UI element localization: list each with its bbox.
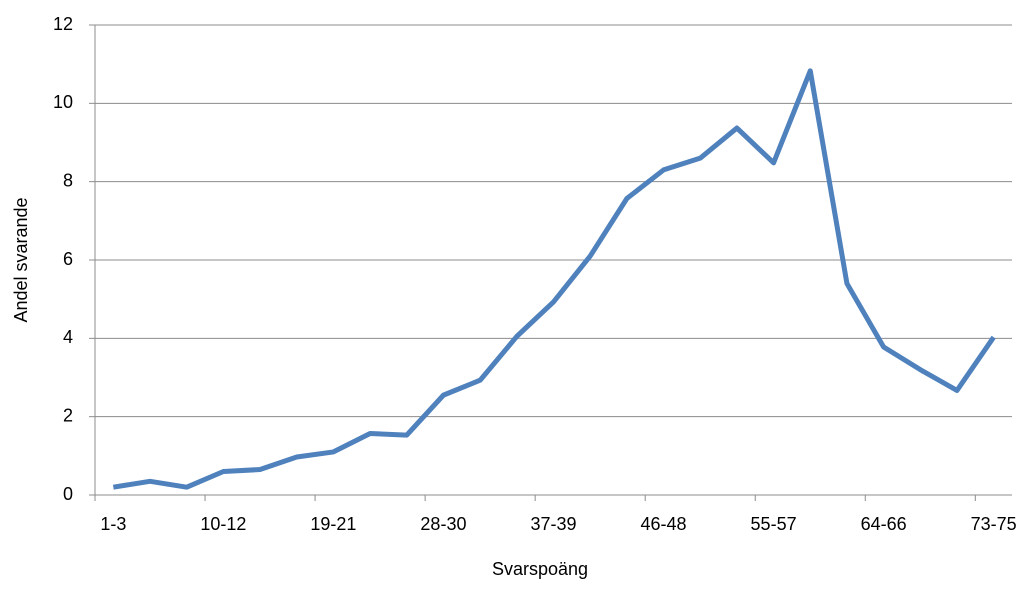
line-series: [112, 68, 996, 490]
x-tick-label: 64-66: [861, 514, 907, 534]
x-tick-label: 46-48: [641, 514, 687, 534]
y-tick-label: 10: [53, 92, 73, 112]
y-tick-label: 12: [53, 14, 73, 34]
y-axis-label: Andel svarande: [11, 197, 31, 322]
x-tick-label: 19-21: [310, 514, 356, 534]
x-tick-label: 28-30: [420, 514, 466, 534]
x-tick-label: 1-3: [100, 514, 126, 534]
x-tick-label: 10-12: [200, 514, 246, 534]
x-tick-label: 73-75: [971, 514, 1017, 534]
y-tick-label: 2: [63, 405, 73, 425]
y-tick-label: 6: [63, 249, 73, 269]
y-tick-label: 4: [63, 327, 73, 347]
y-tick-label: 0: [63, 484, 73, 504]
x-axis-label: Svarspoäng: [492, 559, 588, 579]
y-tick-label: 8: [63, 170, 73, 190]
x-tick-label: 37-39: [530, 514, 576, 534]
x-tick-label: 55-57: [751, 514, 797, 534]
